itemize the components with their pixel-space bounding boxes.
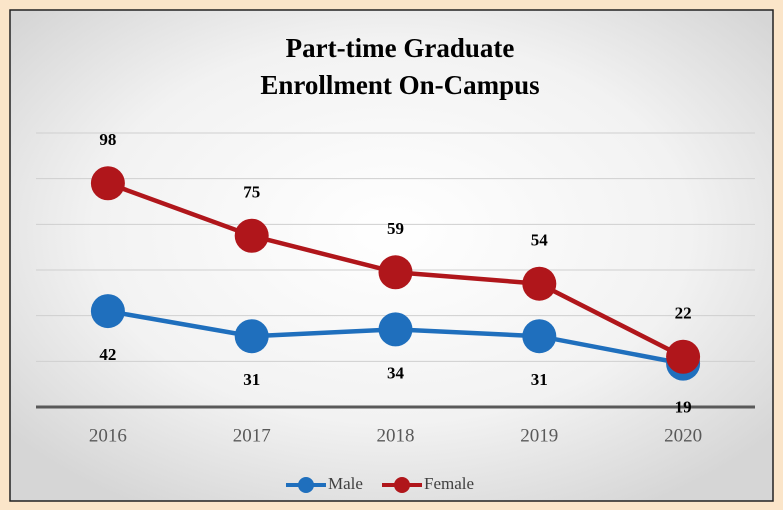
data-label: 22 — [675, 304, 692, 323]
data-label: 59 — [387, 219, 404, 238]
data-label: 75 — [243, 183, 260, 202]
chart-title: Part-time Graduate — [286, 33, 515, 63]
legend-marker — [298, 477, 314, 493]
data-label: 42 — [99, 345, 116, 364]
data-label: 34 — [387, 363, 405, 382]
legend-label: Female — [424, 474, 474, 493]
data-label: 98 — [99, 130, 116, 149]
marker — [378, 312, 413, 347]
marker — [234, 218, 269, 253]
marker — [234, 319, 269, 354]
x-tick-label: 2017 — [233, 425, 271, 446]
data-label: 31 — [531, 370, 548, 389]
x-tick-label: 2020 — [664, 425, 702, 446]
x-tick-label: 2018 — [377, 425, 415, 446]
legend-marker — [394, 477, 410, 493]
marker — [522, 266, 557, 301]
x-tick-label: 2019 — [520, 425, 558, 446]
chart-title: Enrollment On-Campus — [260, 70, 539, 100]
data-label: 31 — [243, 370, 260, 389]
data-label: 54 — [531, 231, 549, 250]
legend-label: Male — [328, 474, 363, 493]
marker — [666, 339, 701, 374]
marker — [90, 166, 125, 201]
x-tick-label: 2016 — [89, 425, 127, 446]
data-label: 19 — [675, 398, 692, 417]
marker — [90, 294, 125, 329]
chart-area — [9, 9, 774, 502]
marker — [522, 319, 557, 354]
marker — [378, 255, 413, 290]
